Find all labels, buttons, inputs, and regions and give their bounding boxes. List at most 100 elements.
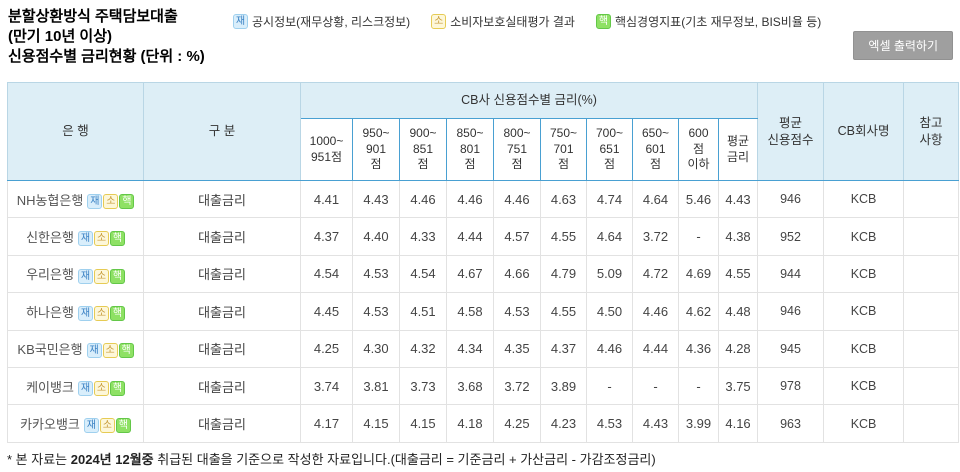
table-row: 신한은행 재 소 핵 대출금리 4.37 4.40 4.33 4.44 4.57 4.55 4.64 3… [7,217,960,256]
col-header-band-6: 700~ 651 점 [586,118,633,181]
col-header-band-5: 750~ 701 점 [540,118,587,181]
legend-label-jae: 공시정보(재무상황, 리스크정보) [252,15,411,29]
avg-score-cell: 952 [757,217,825,256]
bank-so-badge[interactable]: 소 [93,380,109,396]
footnote-suffix: 취급된 대출을 기준으로 작성한 자료입니다.(대출금리 = 기준금리 + 가산… [153,452,656,467]
note-cell [903,329,960,368]
rate-cell: 3.68 [446,366,494,406]
footnote-period: 2024년 12월중 [70,452,154,467]
cb-company-cell: KCB [823,404,905,443]
rate-cell: 4.34 [446,329,494,368]
bank-jae-badge[interactable]: 재 [77,231,93,247]
avg-score-cell: 963 [757,404,825,443]
rate-cell: 4.58 [446,292,494,331]
table-row: NH농협은행 재 소 핵 대출금리 4.41 4.43 4.46 4.46 4.46 4.63 4.7… [7,179,960,219]
col-header-cb-company: CB회사명 [823,82,905,181]
rate-cell: 5.09 [586,254,633,294]
bank-haek-badge[interactable]: 핵 [109,231,125,247]
col-header-note: 참고 사항 [903,82,960,181]
bank-jae-badge[interactable]: 재 [83,418,99,434]
excel-export-button[interactable]: 엑셀 출력하기 [853,31,953,60]
rate-cell: 4.36 [678,329,719,368]
legend-item-haek: 핵 핵심경영지표(기초 재무정보, BIS비율 등) [595,13,822,30]
bank-haek-badge[interactable]: 핵 [109,305,125,321]
bank-name: 케이뱅크 [26,379,74,395]
bank-jae-badge[interactable]: 재 [77,305,93,321]
cb-company-cell: KCB [823,366,905,406]
bank-jae-badge[interactable]: 재 [87,193,103,209]
bank-so-badge[interactable]: 소 [93,305,109,321]
rate-cell: 4.43 [717,179,759,219]
bank-name: 하나은행 [26,304,74,320]
legend-so-badge[interactable]: 소 [431,14,447,29]
rate-cell: 4.57 [493,217,541,256]
col-header-cb-group: CB사 신용점수별 금리(%) [299,82,759,119]
rate-cell: 4.46 [493,179,541,219]
bank-jae-badge[interactable]: 재 [77,380,93,396]
rate-cell: 3.75 [717,366,759,406]
rate-cell: 4.17 [300,404,353,443]
rate-cell: 3.73 [399,366,447,406]
rate-cell: 4.33 [399,217,447,256]
table-row: 하나은행 재 소 핵 대출금리 4.45 4.53 4.51 4.58 4.53 4.55 4.50 4… [7,292,960,331]
col-header-band-0: 1000~ 951점 [300,118,353,181]
legend-item-jae: 재 공시정보(재무상황, 리스크정보) [233,13,410,30]
category-cell: 대출금리 [143,366,301,406]
table-row: 케이뱅크 재 소 핵 대출금리 3.74 3.81 3.73 3.68 3.72 3.89- - -3.… [7,366,960,406]
bank-haek-badge[interactable]: 핵 [115,418,131,434]
rate-cell: 4.72 [632,254,679,294]
rate-cell: 4.44 [632,329,679,368]
bank-so-badge[interactable]: 소 [93,231,109,247]
bank-haek-badge[interactable]: 핵 [109,380,125,396]
rate-cell: 4.25 [493,404,541,443]
note-cell [903,292,960,331]
page-title: 분할상환방식 주택담보대출 (만기 10년 이상) 신용점수별 금리현황 (단위… [8,7,205,66]
legend-jae-badge[interactable]: 재 [233,14,248,29]
rate-cell: 4.53 [586,404,633,443]
bank-haek-badge[interactable]: 핵 [109,268,125,284]
legend-label-so: 소비자보호실태평가 결과 [450,15,575,29]
category-cell: 대출금리 [143,179,301,219]
bank-name: NH농협은행 [16,192,84,208]
rate-cell: - [586,366,633,406]
rate-cell: 4.66 [493,254,541,294]
col-header-category: 구 분 [143,82,301,181]
rate-cell: 4.69 [678,254,719,294]
bank-so-badge[interactable]: 소 [102,343,118,359]
rate-cell: 4.62 [678,292,719,331]
rate-cell: 4.18 [446,404,494,443]
bank-jae-badge[interactable]: 재 [86,343,102,359]
legend-label-haek: 핵심경영지표(기초 재무정보, BIS비율 등) [614,15,822,29]
bank-so-badge[interactable]: 소 [103,193,119,209]
rate-cell: 4.46 [586,329,633,368]
table-row: 카카오뱅크 재 소 핵 대출금리 4.17 4.15 4.15 4.18 4.25 4.23 4.53… [7,404,960,443]
rate-cell: 4.44 [446,217,494,256]
category-cell: 대출금리 [143,292,301,331]
rate-cell: 3.81 [352,366,400,406]
rate-cell: 4.54 [399,254,447,294]
category-cell: 대출금리 [143,217,301,256]
bank-haek-badge[interactable]: 핵 [118,343,134,359]
rate-cell: 4.23 [540,404,587,443]
bank-so-badge[interactable]: 소 [93,268,109,284]
rate-cell: 4.35 [493,329,541,368]
bank-cell: 신한은행 재 소 핵 [7,217,144,256]
credit-score-rate-table: 은 행 구 분 CB사 신용점수별 금리(%) 평균 신용점수 CB회사명 참고… [7,82,960,443]
rate-cell: 4.38 [717,217,759,256]
bank-haek-badge[interactable]: 핵 [119,193,135,209]
col-header-band-8: 600 점 이하 [678,118,719,181]
rate-cell: 4.53 [493,292,541,331]
rate-cell: 4.32 [399,329,447,368]
rate-cell: 3.74 [300,366,353,406]
rate-cell: 3.89 [540,366,587,406]
col-header-avg-score: 평균 신용점수 [757,82,825,181]
rate-cell: 3.72 [493,366,541,406]
avg-score-cell: 945 [757,329,825,368]
bank-name: 카카오뱅크 [20,417,80,432]
bank-so-badge[interactable]: 소 [99,418,115,434]
legend: 재 공시정보(재무상황, 리스크정보) 소 소비자보호실태평가 결과 핵 핵심경영지표(기… [233,13,821,30]
rate-cell: 4.46 [446,179,494,219]
legend-haek-badge[interactable]: 핵 [595,14,611,29]
bank-jae-badge[interactable]: 재 [77,268,93,284]
rate-cell: 4.16 [717,404,759,443]
